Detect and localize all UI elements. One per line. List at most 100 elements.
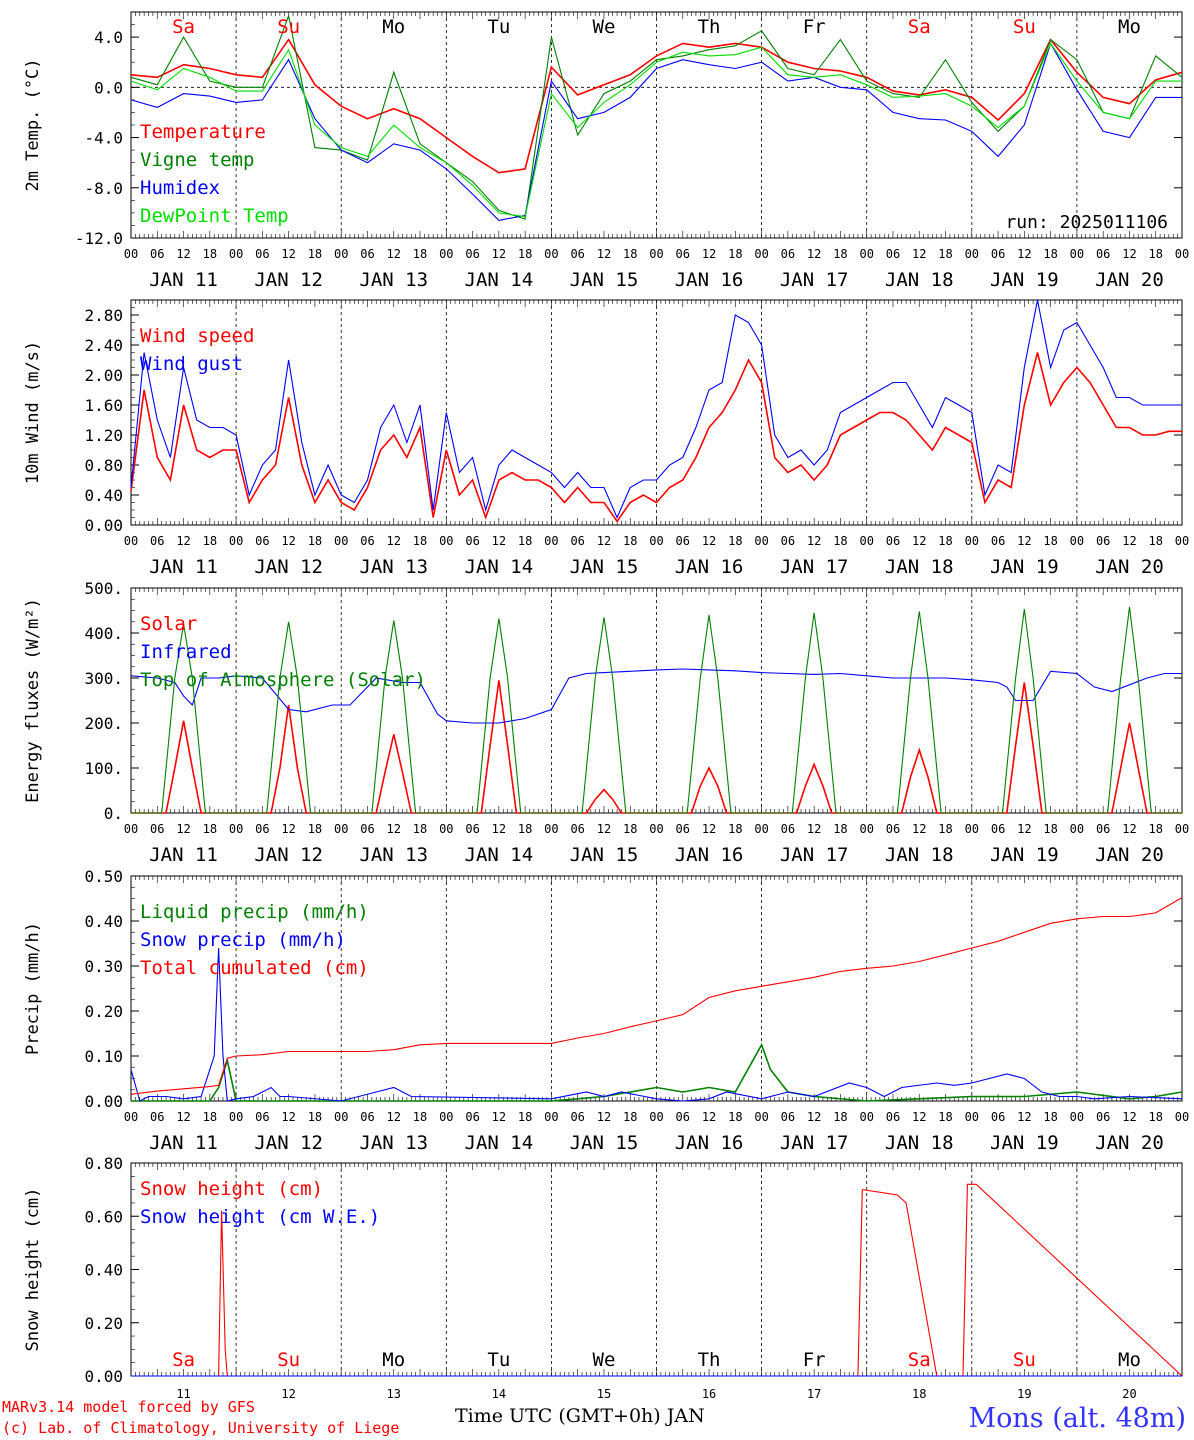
hour-tick-label: 00 <box>1175 822 1189 836</box>
day-label: JAN 20 <box>1095 269 1164 291</box>
y-tick-label: 0.40 <box>84 912 123 931</box>
day-number-label: 13 <box>387 1387 401 1401</box>
weekday-label-bottom: Mo <box>1118 1349 1141 1371</box>
hour-tick-label: 12 <box>387 247 401 261</box>
hour-tick-label: 18 <box>623 822 637 836</box>
day-label: JAN 12 <box>254 1132 323 1154</box>
y-axis-label: 10m Wind (m/s) <box>23 341 43 484</box>
series-line <box>130 897 1183 1095</box>
hour-tick-label: 00 <box>229 534 243 548</box>
legend-entry: Snow height (cm W.E.) <box>140 1206 380 1228</box>
hour-tick-label: 00 <box>439 534 453 548</box>
hour-tick-label: 18 <box>1043 1110 1057 1124</box>
hour-tick-label: 18 <box>623 534 637 548</box>
hour-tick-label: 12 <box>597 1110 611 1124</box>
hour-tick-label: 00 <box>229 1110 243 1124</box>
day-label: JAN 16 <box>675 844 744 866</box>
hour-tick-label: 00 <box>859 1110 873 1124</box>
hour-tick-label: 18 <box>833 534 847 548</box>
weekday-label-top: Fr <box>803 16 826 38</box>
hour-tick-label: 18 <box>518 822 532 836</box>
series-line <box>131 606 1182 814</box>
hour-tick-label: 00 <box>1070 534 1084 548</box>
hour-tick-label: 00 <box>334 247 348 261</box>
hour-tick-label: 00 <box>124 1110 138 1124</box>
y-tick-label: 0.10 <box>84 1047 123 1066</box>
hour-tick-label: 00 <box>334 534 348 548</box>
legend-entry: Liquid precip (mm/h) <box>140 901 369 923</box>
day-label: JAN 16 <box>675 1132 744 1154</box>
hour-tick-label: 00 <box>439 822 453 836</box>
hour-tick-label: 00 <box>1175 247 1189 261</box>
legend-entry: Solar <box>140 613 197 635</box>
day-number-label: 17 <box>807 1387 821 1401</box>
hour-tick-label: 00 <box>439 247 453 261</box>
station-name: Mons (alt. 48m) <box>968 1403 1186 1434</box>
hour-tick-label: 18 <box>413 822 427 836</box>
hour-tick-label: 06 <box>886 247 900 261</box>
hour-tick-label: 06 <box>676 1110 690 1124</box>
hour-tick-label: 18 <box>833 247 847 261</box>
weekday-label-top: Su <box>1013 16 1036 38</box>
hour-tick-label: 00 <box>229 247 243 261</box>
hour-tick-label: 12 <box>492 534 506 548</box>
hour-tick-label: 06 <box>781 247 795 261</box>
hour-tick-label: 12 <box>702 534 716 548</box>
hour-tick-label: 12 <box>1122 1110 1136 1124</box>
y-tick-label: 1.60 <box>84 396 123 415</box>
day-label: JAN 14 <box>465 1132 534 1154</box>
hour-tick-label: 12 <box>807 1110 821 1124</box>
hour-tick-label: 00 <box>965 822 979 836</box>
footer-model-line: MARv3.14 model forced by GFS <box>2 1398 255 1416</box>
hour-tick-label: 06 <box>360 534 374 548</box>
legend-entry: DewPoint Temp <box>140 205 289 227</box>
legend-entry: Wind gust <box>140 353 243 375</box>
hour-tick-label: 06 <box>991 822 1005 836</box>
hour-tick-label: 18 <box>728 1110 742 1124</box>
y-tick-label: -12.0 <box>75 229 123 248</box>
day-label: JAN 12 <box>254 844 323 866</box>
hour-tick-label: 18 <box>1148 247 1162 261</box>
x-axis-title: Time UTC (GMT+0h) JAN <box>455 1405 705 1427</box>
run-annotation: run: 2025011106 <box>1005 212 1168 233</box>
weekday-label-top: Su <box>277 16 300 38</box>
hour-tick-label: 12 <box>387 1110 401 1124</box>
y-tick-label: 2.40 <box>84 336 123 355</box>
hour-tick-label: 00 <box>754 1110 768 1124</box>
hour-tick-label: 00 <box>965 247 979 261</box>
day-label: JAN 17 <box>780 844 849 866</box>
hour-tick-label: 18 <box>1148 1110 1162 1124</box>
hour-tick-label: 18 <box>308 247 322 261</box>
hour-tick-label: 06 <box>360 1110 374 1124</box>
series-line <box>130 352 1182 523</box>
hour-tick-label: 12 <box>597 534 611 548</box>
day-number-label: 14 <box>492 1387 506 1401</box>
hour-tick-label: 06 <box>255 247 269 261</box>
day-label: JAN 19 <box>990 556 1059 578</box>
day-label: JAN 20 <box>1095 1132 1164 1154</box>
hour-tick-label: 06 <box>570 534 584 548</box>
hour-tick-label: 18 <box>518 1110 532 1124</box>
hour-tick-label: 12 <box>492 1110 506 1124</box>
hour-tick-label: 00 <box>334 1110 348 1124</box>
hour-tick-label: 06 <box>465 247 479 261</box>
weekday-label-top: Tu <box>487 16 510 38</box>
hour-tick-label: 00 <box>334 822 348 836</box>
day-label: JAN 13 <box>359 1132 428 1154</box>
hour-tick-label: 06 <box>465 534 479 548</box>
hour-tick-label: 06 <box>570 247 584 261</box>
hour-tick-label: 18 <box>308 822 322 836</box>
y-tick-label: 0.40 <box>84 1261 123 1280</box>
y-tick-label: 1.20 <box>84 426 123 445</box>
hour-tick-label: 00 <box>229 822 243 836</box>
hour-tick-label: 12 <box>1122 822 1136 836</box>
hour-tick-label: 12 <box>1017 247 1031 261</box>
hour-tick-label: 06 <box>676 822 690 836</box>
weekday-label-top: Sa <box>172 16 195 38</box>
hour-tick-label: 06 <box>886 1110 900 1124</box>
weekday-label-bottom: We <box>593 1349 616 1371</box>
hour-tick-label: 12 <box>912 1110 926 1124</box>
day-label: JAN 16 <box>675 269 744 291</box>
hour-tick-label: 06 <box>781 1110 795 1124</box>
